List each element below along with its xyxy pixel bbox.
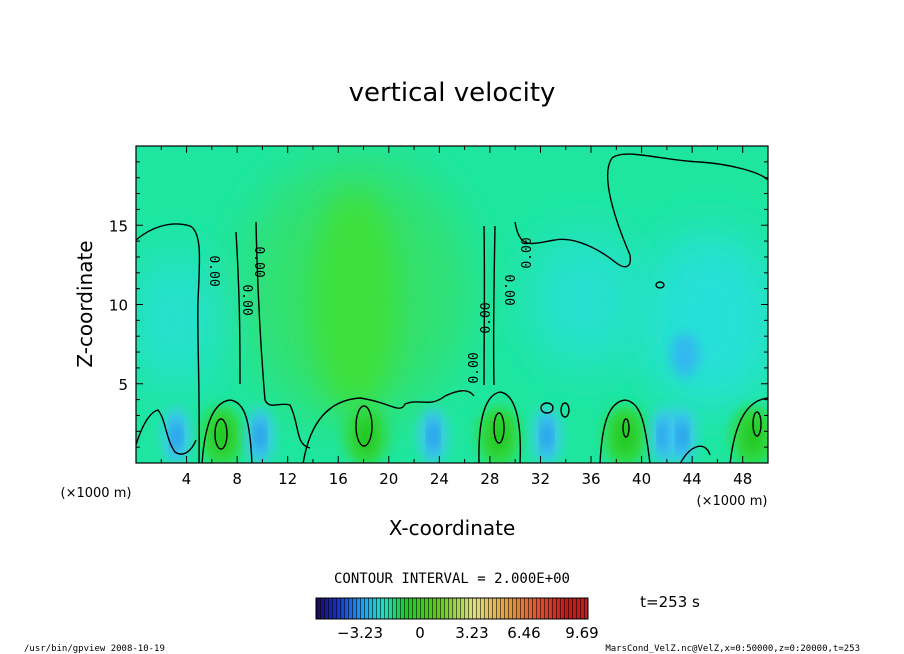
x-tick-label: 4 (182, 470, 192, 488)
x-unit-left: (×1000 m) (61, 486, 132, 501)
x-tick-label: 48 (733, 470, 752, 488)
y-tick-label: 10 (109, 297, 128, 315)
contour-label: 0.00 (206, 255, 221, 286)
zero-contour-lines (136, 153, 768, 463)
downdraft-core (659, 420, 670, 453)
contour-labels: 0.00 0.00 0.00 0.00 0.00 0.00 0.00 (206, 237, 535, 383)
x-axis-title: X-coordinate (389, 516, 516, 540)
colorbar-stripes (316, 598, 588, 619)
colorbar: −3.23 0 3.23 6.46 9.69 (315, 597, 599, 642)
time-label: t=253 s (640, 593, 700, 611)
plot-area (136, 146, 768, 463)
right-cyan-zone (640, 230, 768, 410)
downdraft-core (171, 420, 182, 453)
y-tick-label: 15 (109, 217, 128, 235)
x-axis: 4 8 12 16 20 24 28 32 36 40 44 48 (160, 146, 769, 488)
contour-interval: CONTOUR INTERVAL = 2.000E+00 (334, 571, 570, 587)
downdraft-core (254, 420, 265, 453)
contour-label: 0.00 (467, 352, 482, 383)
footer-right: MarsCond_VelZ.nc@VelZ,x=0:50000,z=0:2000… (605, 644, 860, 654)
contour-label: 0.00 (239, 284, 254, 315)
x-tick-label: 28 (480, 470, 499, 488)
colorbar-tick-label: −3.23 (337, 624, 383, 642)
colorbar-tick-label: 0 (415, 624, 425, 642)
downdraft-core (541, 420, 552, 453)
central-updraft-core (310, 190, 400, 410)
updraft-core (489, 418, 508, 455)
x-tick-label: 36 (581, 470, 600, 488)
contour-label: 0.00 (501, 274, 516, 305)
downdraft-core (428, 420, 439, 453)
y-axis-title: Z-coordinate (73, 240, 97, 367)
colorbar-tick-label: 6.46 (507, 624, 540, 642)
downdraft-core (677, 420, 688, 453)
x-tick-label: 44 (683, 470, 702, 488)
x-tick-label: 8 (232, 470, 242, 488)
x-tick-label: 40 (632, 470, 651, 488)
x-tick-label: 32 (531, 470, 550, 488)
x-tick-label: 12 (278, 470, 297, 488)
colorbar-tick-label: 9.69 (565, 624, 598, 642)
x-unit-right: (×1000 m) (697, 494, 768, 509)
updraft-core (743, 418, 762, 455)
x-tick-label: 24 (430, 470, 449, 488)
colorbar-tick-label: 3.23 (455, 624, 488, 642)
footer-left: /usr/bin/gpview 2008-10-19 (24, 644, 165, 654)
contour-label: 0.00 (251, 246, 266, 277)
y-axis: 5 10 15 (109, 161, 768, 448)
chart-title: vertical velocity (349, 78, 556, 108)
contour-label: 0.00 (479, 302, 494, 333)
contour-label: 0.00 (520, 237, 535, 268)
x-tick-label: 16 (329, 470, 348, 488)
y-tick-label: 5 (118, 376, 128, 394)
x-tick-label: 20 (379, 470, 398, 488)
